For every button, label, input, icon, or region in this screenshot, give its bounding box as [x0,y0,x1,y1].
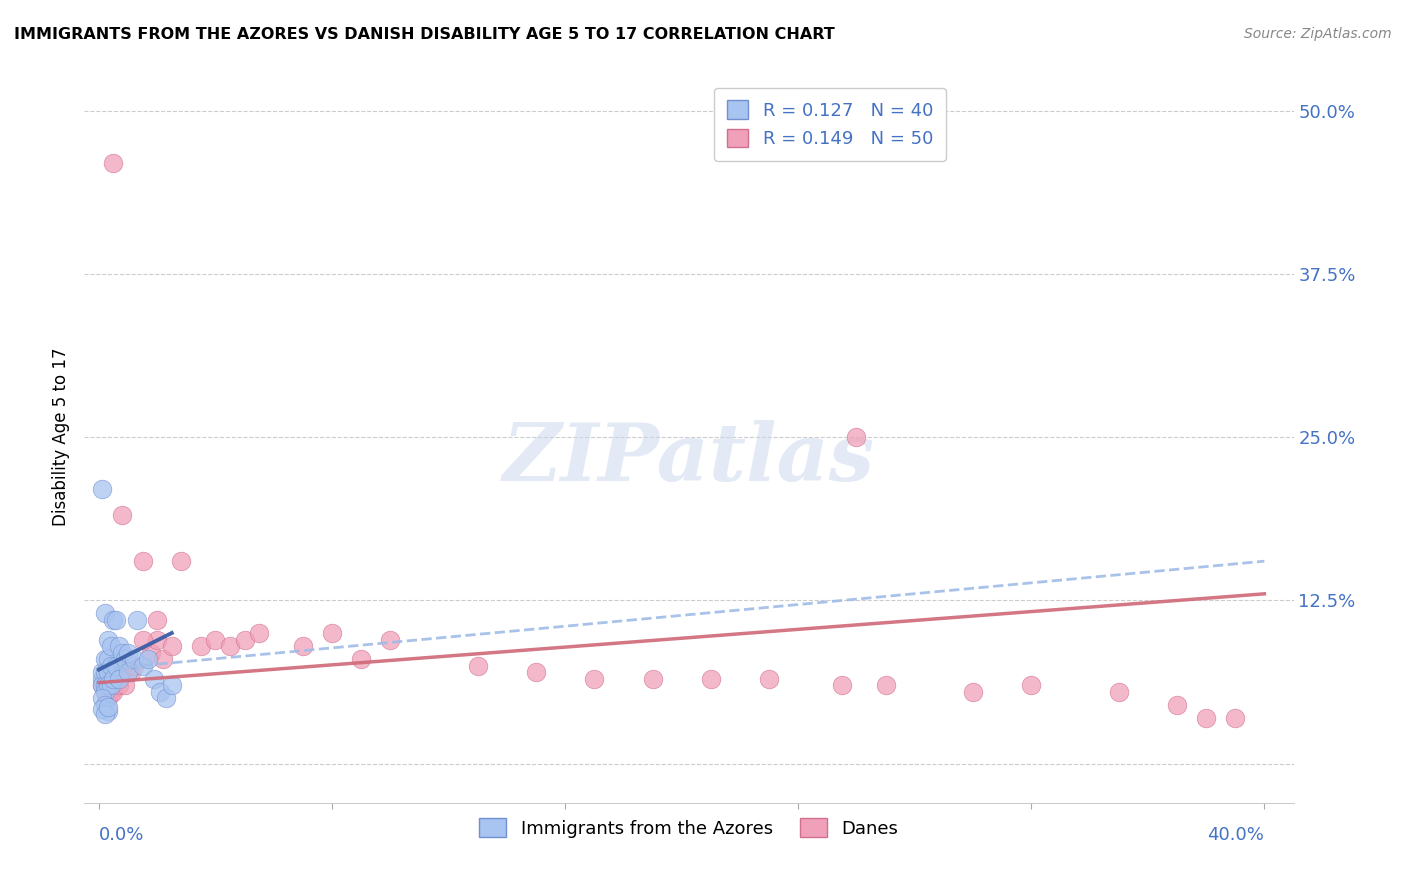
Point [141,646,163,660]
Point [114,652,136,666]
Point [117,665,139,680]
Point [125,613,148,627]
Point [247,626,270,640]
Text: Source: ZipAtlas.com: Source: ZipAtlas.com [1244,27,1392,41]
Point [90,702,112,716]
Point [97,632,120,647]
Point [111,665,134,680]
Point [97,705,120,719]
Point [131,658,153,673]
Point [155,691,177,706]
Point [160,678,183,692]
Point [641,672,664,686]
Point [90,678,112,692]
Point [875,678,897,692]
Point [114,678,136,692]
Point [138,652,160,666]
Point [94,652,117,666]
Point [1108,685,1130,699]
Text: 0.0%: 0.0% [98,826,145,845]
Point [100,639,122,653]
Point [103,155,125,169]
Point [97,652,120,666]
Point [233,632,256,647]
Point [291,639,314,653]
Point [94,672,117,686]
Point [169,554,191,568]
Point [160,639,183,653]
Point [100,685,122,699]
Text: ZIPatlas: ZIPatlas [503,420,875,498]
Point [94,685,117,699]
Point [1225,711,1247,725]
Point [583,672,606,686]
Point [122,652,145,666]
Point [1019,678,1042,692]
Point [845,430,868,444]
Point [120,665,142,680]
Point [111,646,134,660]
Point [103,613,125,627]
Y-axis label: Disability Age 5 to 17: Disability Age 5 to 17 [52,348,70,526]
Point [467,658,489,673]
Point [105,658,128,673]
Text: IMMIGRANTS FROM THE AZORES VS DANISH DISABILITY AGE 5 TO 17 CORRELATION CHART: IMMIGRANTS FROM THE AZORES VS DANISH DIS… [14,27,835,42]
Point [108,678,131,692]
Point [94,607,117,621]
Point [700,672,723,686]
Point [103,678,125,692]
Point [94,678,117,692]
Point [90,665,112,680]
Point [94,706,117,721]
Point [146,613,169,627]
Point [97,678,120,692]
Point [219,639,242,653]
Point [90,678,112,692]
Point [94,665,117,680]
Point [204,632,226,647]
Point [380,632,402,647]
Point [131,632,153,647]
Point [100,678,122,692]
Point [108,639,131,653]
Text: 40.0%: 40.0% [1208,826,1264,845]
Point [146,632,169,647]
Legend: Immigrants from the Azores, Danes: Immigrants from the Azores, Danes [472,811,905,845]
Point [103,685,125,699]
Point [105,613,128,627]
Point [831,678,853,692]
Point [97,665,120,680]
Point [350,652,373,666]
Point [94,698,117,712]
Point [90,483,112,497]
Point [103,672,125,686]
Point [94,685,117,699]
Point [1195,711,1218,725]
Point [90,691,112,706]
Point [524,665,547,680]
Point [117,658,139,673]
Point [105,672,128,686]
Point [131,554,153,568]
Point [1166,698,1188,712]
Point [190,639,212,653]
Point [149,685,172,699]
Point [97,678,120,692]
Point [90,672,112,686]
Point [152,652,174,666]
Point [100,672,122,686]
Point [100,658,122,673]
Point [122,658,145,673]
Point [962,685,984,699]
Point [758,672,780,686]
Point [321,626,343,640]
Point [97,691,120,706]
Point [111,508,134,523]
Point [117,646,139,660]
Point [143,672,166,686]
Point [108,672,131,686]
Point [97,700,120,714]
